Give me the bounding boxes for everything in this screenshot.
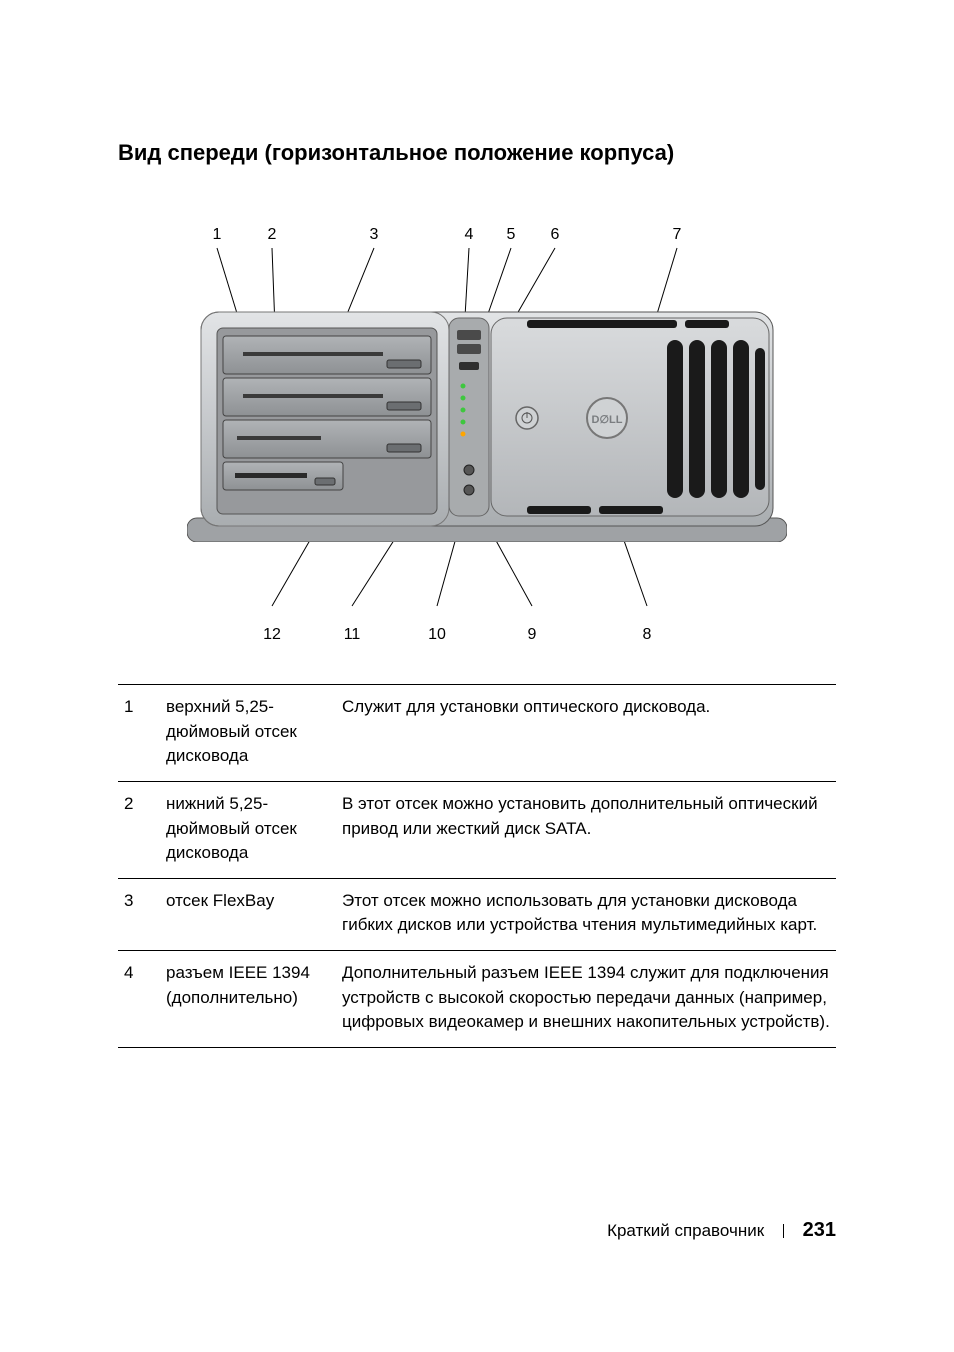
row-name: разъем IEEE 1394 (дополнительно) bbox=[160, 951, 336, 1048]
table-row: 3 отсек FlexBay Этот отсек можно использ… bbox=[118, 878, 836, 950]
page-heading: Вид спереди (горизонтальное положение ко… bbox=[118, 140, 836, 166]
row-number: 2 bbox=[118, 781, 160, 878]
row-number: 3 bbox=[118, 878, 160, 950]
callout-11: 11 bbox=[344, 626, 361, 644]
row-name: отсек FlexBay bbox=[160, 878, 336, 950]
table-row: 2 нижний 5,25-дюймовый отсек дисковода В… bbox=[118, 781, 836, 878]
row-number: 1 bbox=[118, 685, 160, 782]
page-footer: Краткий справочник 231 bbox=[607, 1219, 836, 1242]
callout-9: 9 bbox=[528, 626, 537, 644]
callout-12: 12 bbox=[263, 626, 281, 644]
row-number: 4 bbox=[118, 951, 160, 1048]
svg-text:D∅LL: D∅LL bbox=[592, 414, 623, 426]
row-desc: Служит для установки оптического дисково… bbox=[336, 685, 836, 782]
diagram-container: 1 2 3 4 5 6 7 12 11 10 9 8 bbox=[118, 226, 836, 626]
row-desc: Дополнительный разъем IEEE 1394 служит д… bbox=[336, 951, 836, 1048]
row-name: верхний 5,25-дюймовый отсек дисковода bbox=[160, 685, 336, 782]
row-name: нижний 5,25-дюймовый отсек дисковода bbox=[160, 781, 336, 878]
footer-page: 231 bbox=[803, 1219, 836, 1241]
callout-8: 8 bbox=[643, 626, 652, 644]
callout-10: 10 bbox=[428, 626, 446, 644]
footer-title: Краткий справочник bbox=[607, 1221, 764, 1240]
chassis-illustration: D∅LL bbox=[187, 308, 787, 542]
table-row: 4 разъем IEEE 1394 (дополнительно) Допол… bbox=[118, 951, 836, 1048]
row-desc: В этот отсек можно установить дополнител… bbox=[336, 781, 836, 878]
footer-divider bbox=[783, 1224, 784, 1238]
spec-table: 1 верхний 5,25-дюймовый отсек дисковода … bbox=[118, 684, 836, 1048]
row-desc: Этот отсек можно использовать для устано… bbox=[336, 878, 836, 950]
table-row: 1 верхний 5,25-дюймовый отсек дисковода … bbox=[118, 685, 836, 782]
